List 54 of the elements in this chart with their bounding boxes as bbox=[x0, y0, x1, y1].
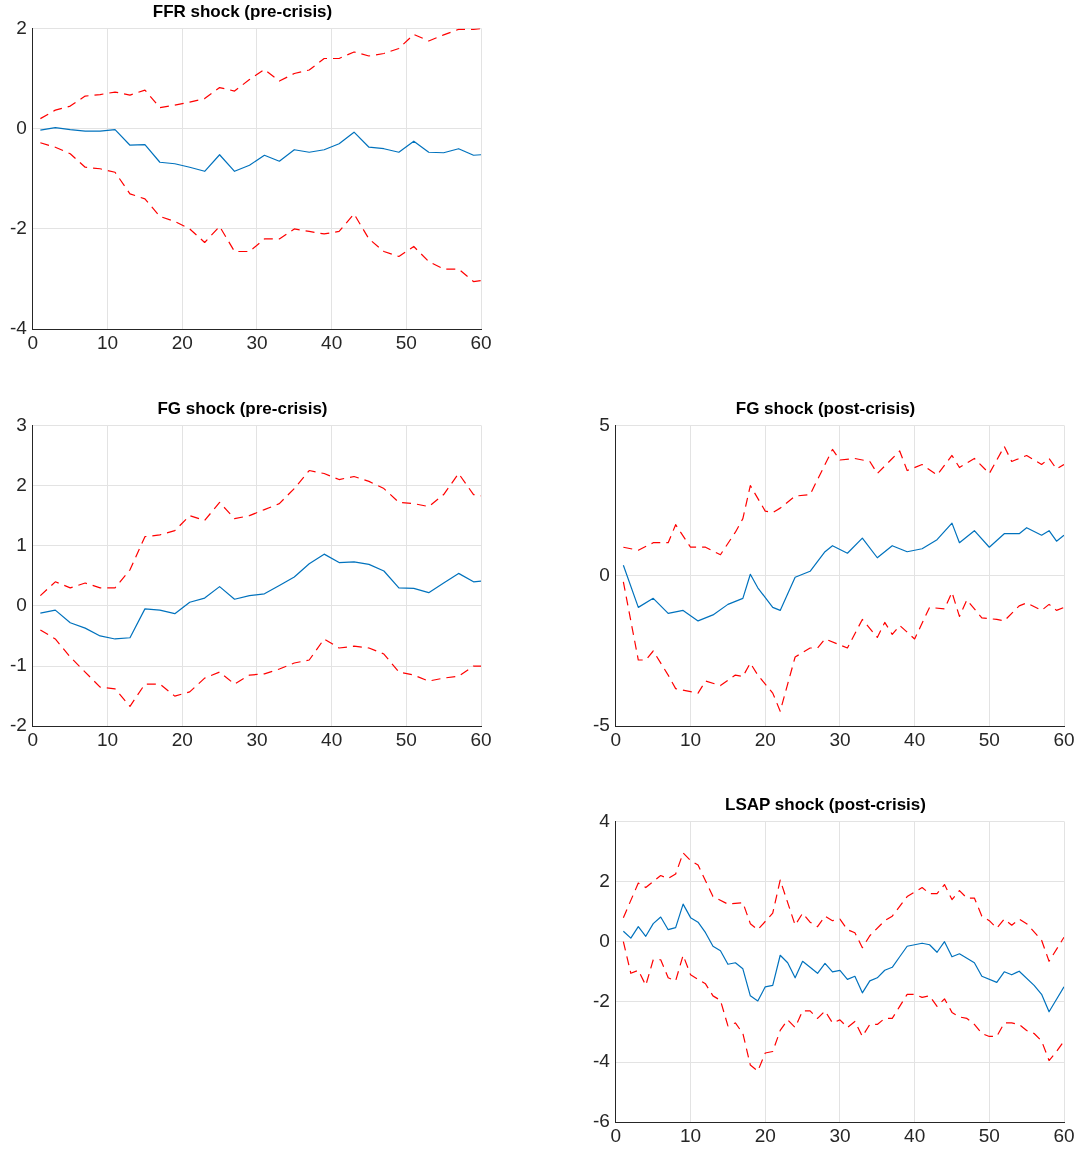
chart-title: LSAP shock (post-crisis) bbox=[725, 794, 926, 814]
y-tick-label: 0 bbox=[599, 564, 610, 586]
x-tick-label: 30 bbox=[246, 728, 268, 750]
line-series bbox=[622, 445, 1064, 556]
x-tick-label: 60 bbox=[1053, 728, 1075, 750]
x-tick-label: 40 bbox=[904, 728, 926, 750]
x-tick-label: 20 bbox=[754, 728, 776, 750]
x-tick-label: 30 bbox=[829, 728, 851, 750]
x-tick-label: 50 bbox=[978, 1124, 1000, 1146]
x-tick-label: 40 bbox=[321, 331, 343, 353]
x-tick-label: 30 bbox=[829, 1124, 851, 1146]
x-tick-label: 10 bbox=[680, 728, 702, 750]
x-tick-label: 20 bbox=[171, 728, 193, 750]
y-tick-label: 1 bbox=[16, 533, 27, 555]
y-tick-label: 2 bbox=[16, 16, 27, 38]
chart-title: FG shock (post-crisis) bbox=[735, 398, 916, 418]
line-series bbox=[622, 852, 1064, 962]
y-tick-label: 3 bbox=[16, 413, 27, 435]
x-tick-label: 50 bbox=[395, 728, 417, 750]
y-tick-label: 5 bbox=[599, 413, 610, 435]
y-tick-label: -2 bbox=[9, 714, 27, 736]
y-tick-label: 2 bbox=[599, 869, 610, 891]
y-tick-label: -2 bbox=[9, 217, 27, 239]
x-tick-label: 60 bbox=[1053, 1124, 1075, 1146]
line-series bbox=[622, 581, 1064, 712]
x-tick-label: 10 bbox=[680, 1124, 702, 1146]
y-tick-label: -4 bbox=[9, 317, 28, 339]
y-tick-label: -2 bbox=[592, 990, 610, 1012]
line-series bbox=[622, 941, 1064, 1072]
x-tick-label: 60 bbox=[470, 331, 492, 353]
y-tick-label: 4 bbox=[599, 809, 611, 831]
x-tick-label: 40 bbox=[321, 728, 343, 750]
x-tick-label: 40 bbox=[904, 1124, 926, 1146]
y-tick-label: 0 bbox=[16, 116, 27, 138]
y-tick-label: 0 bbox=[599, 929, 610, 951]
chart-title: FG shock (pre-crisis) bbox=[157, 398, 328, 418]
y-tick-label: -5 bbox=[592, 714, 610, 736]
y-tick-label: -6 bbox=[592, 1110, 610, 1132]
x-tick-label: 60 bbox=[470, 728, 492, 750]
line-series bbox=[39, 629, 481, 707]
line-series bbox=[39, 28, 481, 120]
x-tick-label: 20 bbox=[754, 1124, 776, 1146]
chart-title: FFR shock (pre-crisis) bbox=[152, 1, 333, 21]
y-tick-label: -1 bbox=[9, 654, 27, 676]
x-tick-label: 20 bbox=[171, 331, 193, 353]
x-tick-label: 50 bbox=[978, 728, 1000, 750]
x-tick-label: 50 bbox=[395, 331, 417, 353]
x-tick-label: 10 bbox=[97, 728, 119, 750]
x-tick-label: 10 bbox=[97, 331, 119, 353]
y-tick-label: -4 bbox=[592, 1050, 611, 1072]
y-tick-label: 2 bbox=[16, 473, 27, 495]
line-series bbox=[39, 142, 481, 283]
y-tick-label: 0 bbox=[16, 594, 27, 616]
x-tick-label: 30 bbox=[246, 331, 268, 353]
